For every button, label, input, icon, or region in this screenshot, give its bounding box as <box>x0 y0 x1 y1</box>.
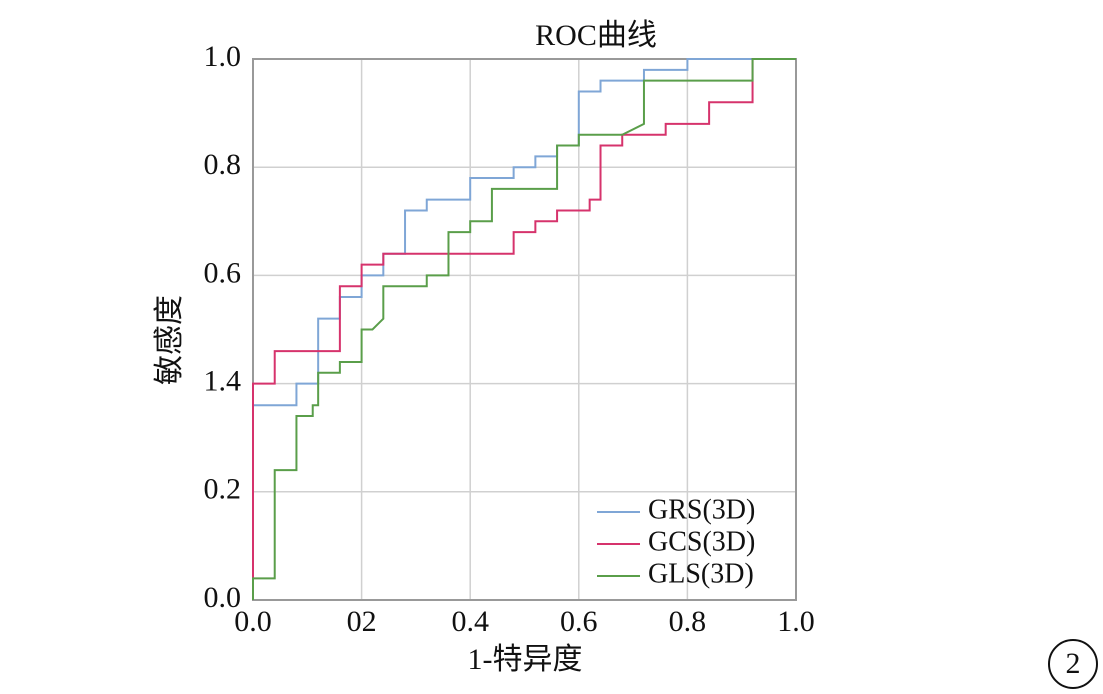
chart-title: ROC曲线 <box>535 19 657 52</box>
legend-label: GCS(3D) <box>648 526 755 557</box>
x-tick-label: 0.0 <box>234 605 272 638</box>
legend-label: GLS(3D) <box>648 558 754 589</box>
roc-curve <box>252 58 796 600</box>
x-axis-label: 1-特异度 <box>468 643 583 676</box>
x-tick-label: 0.8 <box>669 605 707 638</box>
y-tick-label: 0.2 <box>204 473 242 506</box>
legend-label: GRS(3D) <box>648 494 755 525</box>
x-tick-label: 0.4 <box>451 605 489 638</box>
y-tick-label: 1.4 <box>204 364 242 397</box>
y-tick-label: 0.8 <box>204 148 242 181</box>
figure-badge <box>1048 639 1098 689</box>
roc-curve <box>252 58 796 600</box>
plot-frame <box>252 58 797 601</box>
x-tick-label: 02 <box>347 605 377 638</box>
x-tick-label: 1.0 <box>777 605 815 638</box>
y-axis-label: 敏感度 <box>153 295 186 385</box>
figure-number: 2 <box>1066 647 1081 680</box>
y-tick-label: 1.0 <box>204 40 242 73</box>
x-tick-label: 0.6 <box>560 605 598 638</box>
roc-curve <box>252 58 796 600</box>
y-tick-label: 0.0 <box>204 581 242 614</box>
y-tick-label: 0.6 <box>204 256 242 289</box>
